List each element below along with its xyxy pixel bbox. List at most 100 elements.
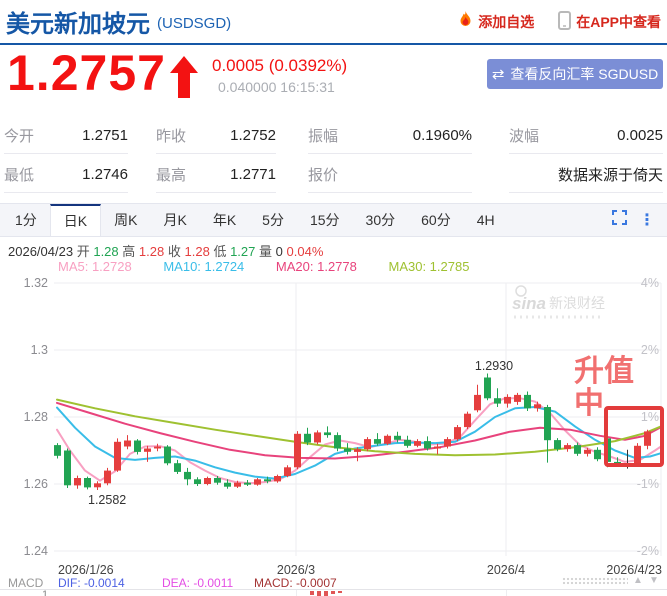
macd-value: MACD: -0.0007: [254, 576, 337, 590]
ohlc-low: 1.27: [230, 244, 256, 259]
tab-30min[interactable]: 30分: [365, 212, 396, 228]
candlestick-chart[interactable]: 1.32 1.3 1.28 1.26 1.24 sina 新浪财经 4% 2% 1% -1% -2% 1…: [0, 278, 667, 580]
candle-body: [164, 446, 171, 464]
highlight-box-annotation: [604, 406, 664, 467]
triangle-down-button[interactable]: ▼: [649, 575, 659, 586]
more-options-icon[interactable]: ⋮: [639, 212, 655, 229]
tab-weekly-k[interactable]: 周K: [114, 212, 138, 228]
candle-body: [284, 467, 291, 476]
macd-histogram-bar: [338, 591, 342, 593]
triangle-up-button[interactable]: ▲: [633, 575, 643, 586]
candle-body: [434, 446, 441, 449]
stat-high: 最高 1.2771: [156, 157, 276, 193]
candle-body: [134, 440, 141, 452]
candle-body: [484, 377, 491, 399]
stat-label: 最高: [156, 167, 187, 184]
reverse-rate-button[interactable]: ⇄ 查看反向汇率 SGDUSD: [487, 59, 663, 89]
candle-body: [294, 433, 301, 468]
stat-open: 今开 1.2751: [4, 118, 128, 154]
page-title: 美元新加坡元: [6, 11, 150, 38]
stat-value: 0.1960%: [412, 127, 472, 144]
tab-4h[interactable]: 4H: [476, 212, 495, 228]
ma-line-MA5: [56, 397, 662, 485]
candle-body: [64, 450, 71, 486]
stat-quote: 报价: [308, 157, 472, 193]
subchart-divider: [0, 589, 667, 590]
stat-label: 今开: [4, 128, 35, 145]
stat-low: 最低 1.2746: [4, 157, 128, 193]
candle-body: [84, 478, 91, 488]
tab-15min[interactable]: 15分: [309, 212, 340, 228]
stat-value: 1.2752: [230, 127, 276, 144]
fullscreen-icon[interactable]: [612, 210, 627, 230]
candle-body: [444, 439, 451, 447]
ma-legend: MA5: 1.2728 MA10: 1.2724 MA20: 1.2778 MA…: [58, 259, 497, 274]
flame-icon: [458, 11, 473, 32]
ma-line-MA30: [56, 398, 662, 457]
macd-label: MACD: [8, 576, 44, 590]
stat-value: 0.0025: [617, 127, 663, 144]
candle-body: [184, 471, 191, 480]
tab-1min[interactable]: 1分: [15, 212, 37, 228]
sina-watermark: sina 新浪财经: [512, 285, 605, 319]
candle-body: [104, 470, 111, 484]
percent-axis-label: 2%: [641, 343, 659, 357]
tab-60min[interactable]: 60分: [421, 212, 451, 228]
view-in-app-button[interactable]: 在APP中查看: [558, 10, 661, 33]
candle-body: [574, 445, 581, 454]
candle-body: [594, 449, 601, 460]
symbol-code: (USDSGD): [157, 15, 232, 32]
scrollbar-handle[interactable]: [562, 577, 628, 585]
candle-body: [174, 463, 181, 472]
candle-body: [404, 439, 411, 446]
macd-histogram-bar: [317, 591, 321, 596]
swap-arrows-icon: ⇄: [491, 66, 505, 83]
candle-body: [254, 479, 261, 485]
stat-label: 报价: [308, 167, 339, 184]
macd-histogram-bar: [310, 591, 314, 595]
candle-body: [234, 482, 241, 487]
percent-axis-label: -1%: [637, 477, 659, 491]
price-axis-label: 1.28: [24, 410, 48, 424]
stat-label: 波幅: [509, 128, 540, 145]
stat-label: 振幅: [308, 128, 339, 145]
candlestick-series: [54, 373, 651, 490]
candle-body: [224, 482, 231, 487]
subchart-gridline: [506, 590, 507, 596]
subchart-gridline: [296, 590, 297, 596]
candle-body: [374, 439, 381, 444]
tab-daily-k[interactable]: 日K: [49, 204, 102, 236]
tab-yearly-k[interactable]: 年K: [212, 212, 237, 228]
ohlc-info-line: 2026/04/23 开 1.28 高 1.28 收 1.28 低 1.27 量…: [8, 244, 324, 259]
candle-body: [344, 448, 351, 452]
ma10-legend: MA10: 1.2724: [163, 259, 245, 274]
candle-body: [264, 479, 271, 482]
price-change: 0.0005 (0.0392%): [212, 56, 348, 75]
price-axis-label: 1.3: [31, 343, 48, 357]
ohlc-volume: 0: [275, 244, 283, 259]
stat-value: 1.2746: [82, 166, 128, 183]
candle-body: [74, 478, 81, 486]
add-watchlist-button[interactable]: 添加自选: [458, 11, 534, 32]
candle-body: [564, 445, 571, 450]
candle-body: [304, 433, 311, 443]
ma5-legend: MA5: 1.2728: [58, 259, 132, 274]
low-price-annotation: 1.2582: [88, 493, 126, 507]
ma20-legend: MA20: 1.2778: [275, 259, 357, 274]
candle-body: [194, 479, 201, 484]
candle-body: [94, 483, 101, 488]
tab-5min[interactable]: 5分: [262, 212, 284, 228]
macd-histogram-bar: [324, 591, 328, 596]
candle-body: [464, 413, 471, 428]
macd-dea-value: DEA: -0.0011: [162, 576, 234, 590]
ohlc-open: 1.28: [93, 244, 119, 259]
view-in-app-label: 在APP中查看: [576, 13, 661, 30]
tab-monthly-k[interactable]: 月K: [163, 212, 187, 228]
ma-line-MA20: [56, 401, 662, 460]
candle-body: [584, 449, 591, 454]
ma30-legend: MA30: 1.2785: [388, 259, 470, 274]
stat-amplitude: 振幅 0.1960%: [308, 118, 472, 154]
candle-body: [214, 478, 221, 483]
ohlc-close: 1.28: [184, 244, 210, 259]
